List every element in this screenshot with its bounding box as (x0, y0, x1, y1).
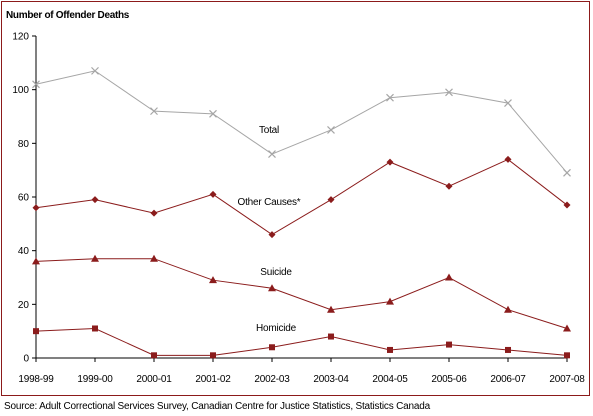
x-tick-label: 2005-06 (431, 374, 467, 385)
data-point-other-causes (268, 231, 276, 239)
chart-frame (1, 1, 590, 396)
y-tick-label: 0 (23, 354, 29, 365)
data-point-suicide (563, 324, 571, 332)
data-point-homicide (564, 352, 570, 359)
data-point-other-causes (327, 196, 335, 204)
data-point-other-causes (209, 190, 217, 198)
x-tick-label: 2006-07 (490, 374, 526, 385)
series-label-suicide: Suicide (260, 267, 292, 278)
data-point-total (445, 88, 453, 97)
series-line-homicide (35, 327, 568, 356)
data-point-suicide (32, 257, 40, 265)
x-tick-label: 2000-01 (136, 374, 172, 385)
y-tick-label: 20 (18, 300, 30, 311)
y-tick-label: 120 (12, 32, 29, 43)
data-point-total (268, 150, 276, 158)
x-tick-label: 2003-04 (313, 374, 349, 385)
series-line-other-causes (35, 158, 568, 236)
data-point-other-causes (386, 158, 394, 166)
data-point-total (91, 66, 99, 75)
series-label-homicide: Homicide (256, 323, 297, 334)
data-point-homicide (505, 346, 511, 353)
data-point-other-causes (32, 204, 40, 212)
series-label-total: Total (259, 125, 279, 136)
data-point-suicide (327, 305, 335, 313)
x-tick-label: 2004-05 (372, 374, 408, 385)
y-axis-title: Number of Offender Deaths (6, 10, 130, 21)
data-point-homicide (328, 333, 334, 340)
data-point-total (209, 109, 217, 118)
data-point-homicide (210, 352, 216, 359)
data-point-other-causes (91, 196, 99, 204)
data-point-suicide (209, 276, 217, 284)
x-tick-label: 1999-00 (77, 374, 113, 385)
data-point-other-causes (445, 182, 453, 190)
y-tick-label: 80 (18, 139, 30, 150)
data-point-other-causes (504, 155, 512, 163)
data-point-homicide (269, 344, 275, 351)
data-point-total (150, 107, 158, 116)
data-point-suicide (386, 297, 394, 305)
data-point-suicide (150, 254, 158, 262)
y-tick-label: 60 (18, 193, 30, 204)
data-point-other-causes (150, 209, 158, 217)
series-line-suicide (35, 258, 568, 329)
data-point-homicide (387, 346, 393, 353)
data-point-total (32, 80, 40, 89)
series-label-other-causes: Other Causes* (238, 197, 301, 208)
y-tick-label: 40 (18, 246, 30, 257)
data-point-homicide (446, 341, 452, 348)
data-point-total (563, 168, 571, 177)
data-point-suicide (91, 254, 99, 262)
data-point-suicide (268, 284, 276, 292)
series-line-total (35, 70, 568, 174)
x-tick-label: 2001-02 (195, 374, 231, 385)
data-point-total (327, 125, 335, 134)
x-tick-label: 2007-08 (549, 374, 585, 385)
data-point-total (386, 93, 394, 102)
x-tick-label: 2002-03 (254, 374, 290, 385)
data-point-total (504, 99, 512, 108)
data-point-homicide (151, 352, 157, 359)
data-point-suicide (445, 273, 453, 281)
y-tick-label: 100 (12, 85, 29, 96)
data-point-homicide (33, 328, 39, 335)
x-tick-label: 1998-99 (18, 374, 54, 385)
data-point-suicide (504, 305, 512, 313)
source-note: Source: Adult Correctional Services Surv… (4, 401, 430, 412)
data-point-other-causes (563, 201, 571, 209)
data-point-homicide (92, 325, 98, 332)
